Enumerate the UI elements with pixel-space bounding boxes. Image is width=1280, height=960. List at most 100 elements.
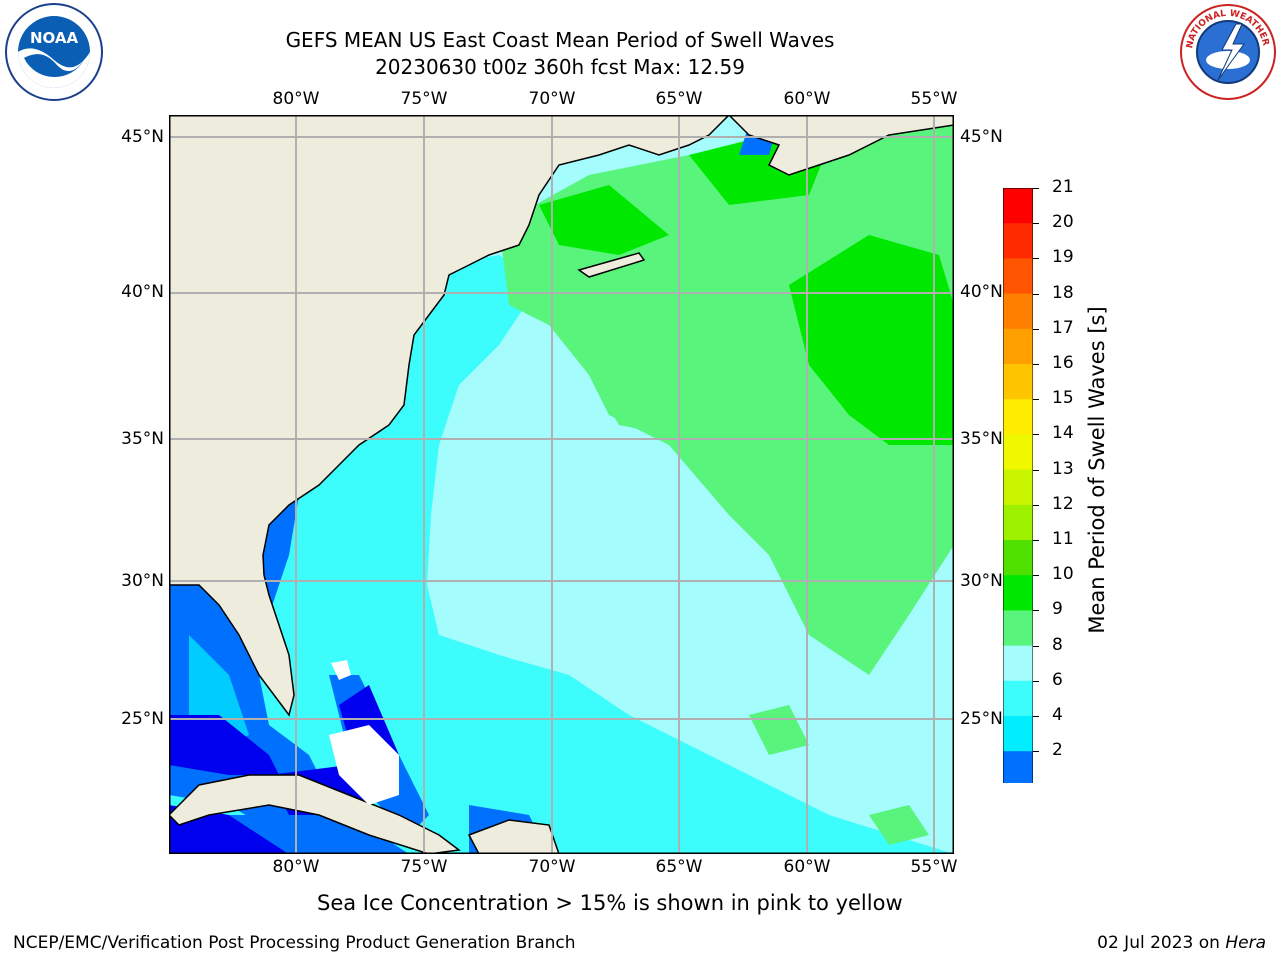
lat-label-left-25n: 25°N [121,709,164,729]
lon-label-bottom-75w: 75°W [400,857,448,877]
lat-label-left-40n: 40°N [121,282,164,302]
colorbar-swatches [1002,187,1034,816]
colorbar-swatch-14 [1003,680,1033,717]
colorbar-tick-label: 17 [1052,317,1074,338]
colorbar-tick-label: 19 [1052,247,1074,268]
noaa-logo-text: NOAA [30,29,79,47]
colorbar-tick-mark [1033,293,1039,295]
colorbar-tick-mark [1033,188,1039,189]
colorbar-tick-mark [1033,223,1039,225]
colorbar-swatch-15 [1003,716,1033,752]
land-north-america [169,115,731,717]
footer-credit: NCEP/EMC/Verification Post Processing Pr… [13,933,576,953]
colorbar-swatch-2 [1003,258,1033,295]
colorbar-tick-mark [1033,575,1039,577]
colorbar-tick-mark [1033,680,1039,682]
colorbar-tick-label: 4 [1052,705,1063,725]
colorbar-tick-label: 16 [1052,353,1074,373]
graticule [169,115,954,854]
footer-host: Hera [1225,933,1266,953]
ocean-zone-10-11s-east [789,235,954,445]
chart-title: GEFS MEAN US East Coast Mean Period of S… [285,28,835,52]
colorbar-tick-label: 13 [1052,458,1074,479]
map-panel [169,115,954,854]
ocean-patch-9-10s-se [869,805,929,845]
colorbar-tick-mark [1033,645,1039,647]
map-frame [169,115,954,854]
lon-label-top-75w: 75°W [400,89,448,109]
colorbar-tick-mark [1033,610,1039,612]
colorbar-swatch-13 [1003,645,1033,682]
lon-label-top-55w: 55°W [910,89,958,109]
land-nova-scotia [727,115,954,176]
colorbar-tick-mark [1033,540,1039,541]
colorbar-tick-label: 10 [1052,564,1074,585]
colorbar-tick-label: 2 [1052,740,1063,761]
colorbar-swatch-0 [1003,188,1033,224]
colorbar-tick-mark [1033,258,1039,260]
lon-label-bottom-65w: 65°W [655,857,703,877]
shallow-bank-mask-north [331,660,351,680]
colorbar-swatch-12 [1003,610,1033,647]
lon-label-top-70w: 70°W [528,89,576,109]
colorbar-tick-mark [1033,751,1039,753]
ocean-patch-9-10s-south [749,705,809,755]
lat-label-left-45n: 45°N [121,127,164,147]
chart-subtitle: 20230630 t00z 360h fcst Max: 12.59 [375,55,745,79]
land-cuba [169,774,461,854]
lon-label-bottom-55w: 55°W [910,857,958,877]
lon-label-top-80w: 80°W [272,89,320,109]
colorbar-tick-label: 14 [1052,423,1074,444]
colorbar-swatch-5 [1003,364,1033,400]
colorbar-swatch-8 [1003,469,1033,506]
colorbar-tick-label: 8 [1052,634,1063,655]
lon-label-top-65w: 65°W [655,89,703,109]
ocean-patch-9-10s [589,365,689,435]
colorbar-tick-label: 12 [1052,493,1074,514]
colorbar-tick-label: 18 [1052,282,1074,303]
colorbar-tick-label: 21 [1052,177,1074,197]
colorbar-tick-mark [1033,504,1039,506]
lat-label-left-35n: 35°N [121,429,164,449]
lat-label-right-40n: 40°N [960,282,1003,302]
lat-label-left-30n: 30°N [121,571,164,591]
colorbar-swatch-10 [1003,540,1033,576]
colorbar-label: Mean Period of Swell Waves [s] [1085,306,1109,634]
colorbar-swatch-1 [1003,223,1033,259]
colorbar-tick-label: 20 [1052,212,1074,233]
ocean-zone-10-11s-north [539,185,669,255]
colorbar-swatch-16 [1003,751,1033,787]
colorbar-swatch-3 [1003,293,1033,330]
shallow-bank-mask [329,725,399,805]
colorbar-swatch-11 [1003,575,1033,611]
colorbar-tick-label: 6 [1052,669,1063,690]
lon-label-top-60w: 60°W [783,89,831,109]
land-long-island [577,252,646,278]
lon-label-bottom-70w: 70°W [528,857,576,877]
colorbar-swatch-9 [1003,504,1033,541]
footer-date-text: 02 Jul 2023 on [1097,933,1226,953]
colorbar-tick-mark [1033,364,1039,365]
colorbar-tick-label: 11 [1052,529,1074,549]
ocean-zone-lt2s-gulf [169,715,279,775]
colorbar-tick-mark [1033,399,1039,401]
land-hispaniola [467,819,560,854]
lat-label-right-45n: 45°N [960,127,1003,147]
colorbar [1002,187,1034,816]
footer-date: 02 Jul 2023 on Hera [1097,933,1266,953]
sea-ice-note: Sea Ice Concentration > 15% is shown in … [317,891,903,915]
colorbar-swatch-7 [1003,434,1033,471]
colorbar-tick-mark [1033,716,1039,717]
lon-label-bottom-80w: 80°W [272,857,320,877]
colorbar-swatch-4 [1003,328,1033,365]
colorbar-tick-label: 9 [1052,599,1063,620]
lon-label-bottom-60w: 60°W [783,857,831,877]
lat-label-right-35n: 35°N [960,429,1003,449]
colorbar-tick-mark [1033,469,1039,471]
noaa-logo: NOAA [4,2,104,102]
lat-label-right-25n: 25°N [960,709,1003,729]
colorbar-swatch-6 [1003,399,1033,435]
colorbar-tick-mark [1033,328,1039,330]
colorbar-tick-label: 15 [1052,388,1074,409]
colorbar-tick-mark [1033,434,1039,436]
